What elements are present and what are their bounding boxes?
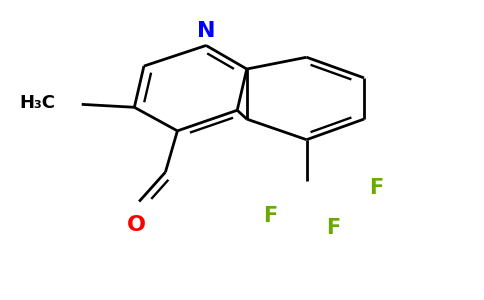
Text: F: F — [369, 178, 383, 198]
Text: F: F — [264, 206, 278, 226]
Text: F: F — [326, 218, 340, 238]
Text: H₃C: H₃C — [19, 94, 55, 112]
Text: N: N — [197, 21, 215, 41]
Text: O: O — [127, 215, 146, 235]
